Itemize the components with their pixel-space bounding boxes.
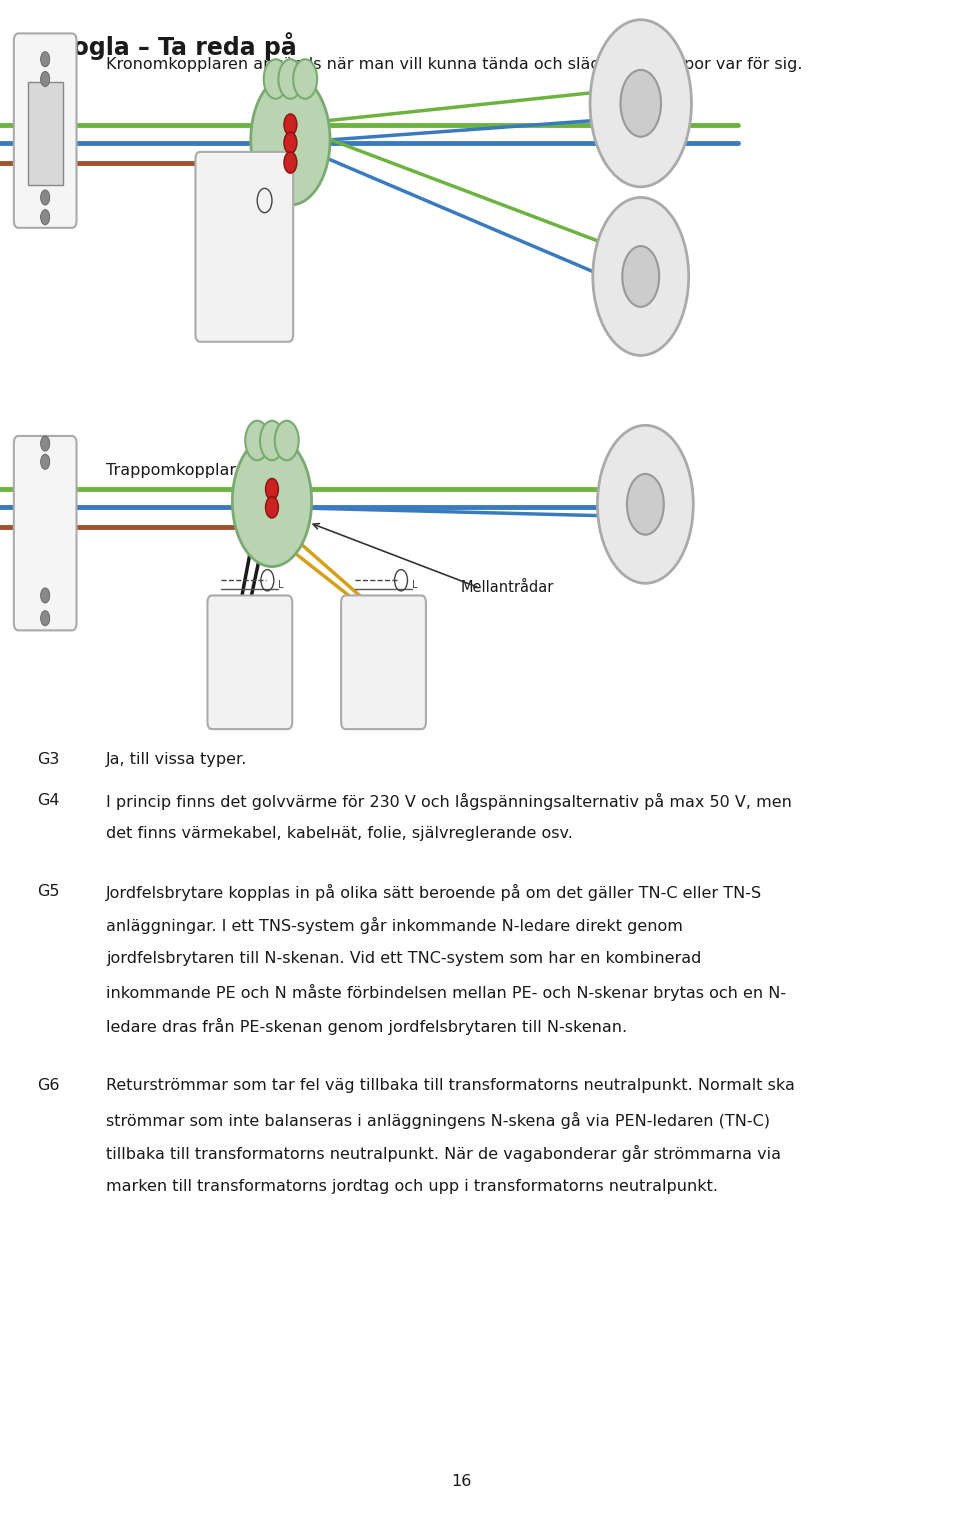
Circle shape [266, 497, 278, 518]
Text: Kronomkopplaren används när man vill kunna tända och släcka två lampor var för s: Kronomkopplaren används när man vill kun… [106, 55, 803, 71]
Circle shape [40, 71, 50, 87]
Text: tillbaka till transformatorns neutralpunkt. När de vagabonderar går strömmarna v: tillbaka till transformatorns neutralpun… [106, 1145, 781, 1162]
Circle shape [284, 114, 297, 135]
Circle shape [590, 20, 691, 187]
Text: G3: G3 [36, 752, 60, 767]
Text: G4: G4 [36, 793, 60, 808]
Circle shape [620, 70, 661, 137]
Circle shape [284, 132, 297, 153]
Text: G5: G5 [36, 884, 60, 899]
Text: ledare dras från PE-skenan genom jordfelsbrytaren till N-skenan.: ledare dras från PE-skenan genom jordfel… [106, 1018, 627, 1034]
FancyBboxPatch shape [13, 436, 77, 630]
Text: marken till transformatorns jordtag och upp i transformatorns neutralpunkt.: marken till transformatorns jordtag och … [106, 1179, 718, 1194]
Circle shape [293, 59, 317, 99]
FancyBboxPatch shape [207, 595, 292, 729]
Circle shape [245, 421, 269, 460]
Text: 16: 16 [451, 1473, 471, 1489]
Text: Jordfelsbrytare kopplas in på olika sätt beroende på om det gäller TN-C eller TN: Jordfelsbrytare kopplas in på olika sätt… [106, 884, 762, 901]
Circle shape [627, 474, 663, 535]
Text: strömmar som inte balanseras i anläggningens N-skena gå via PEN-ledaren (TN-C): strömmar som inte balanseras i anläggnin… [106, 1112, 770, 1129]
Circle shape [260, 421, 284, 460]
Circle shape [40, 190, 50, 205]
FancyBboxPatch shape [28, 82, 62, 185]
Text: L: L [276, 201, 281, 210]
Text: inkommande PE och N måste förbindelsen mellan PE- och N-skenar brytas och en N-: inkommande PE och N måste förbindelsen m… [106, 984, 786, 1001]
Circle shape [275, 421, 299, 460]
Circle shape [264, 59, 288, 99]
Circle shape [40, 454, 50, 469]
Text: Mellantrådar: Mellantrådar [461, 580, 554, 595]
Circle shape [40, 588, 50, 603]
Text: Googla – Ta reda på: Googla – Ta reda på [36, 32, 297, 59]
Text: L: L [278, 580, 284, 589]
Circle shape [40, 52, 50, 67]
Circle shape [40, 210, 50, 225]
Text: Returströmmar som tar fel väg tillbaka till transformatorns neutralpunkt. Normal: Returströmmar som tar fel väg tillbaka t… [106, 1078, 795, 1094]
FancyBboxPatch shape [13, 33, 77, 228]
Circle shape [232, 436, 312, 567]
Circle shape [597, 425, 693, 583]
Circle shape [593, 197, 688, 355]
Text: I princip finns det golvvärme för 230 V och lågspänningsalternativ på max 50 V, : I princip finns det golvvärme för 230 V … [106, 793, 792, 810]
FancyBboxPatch shape [196, 152, 293, 342]
Circle shape [622, 246, 660, 307]
Circle shape [284, 152, 297, 173]
Circle shape [40, 611, 50, 626]
Text: jordfelsbrytaren till N-skenan. Vid ett TNC-system som har en kombinerad: jordfelsbrytaren till N-skenan. Vid ett … [106, 951, 702, 966]
FancyBboxPatch shape [341, 595, 426, 729]
Text: det finns värmekabel, kabelнät, folie, självreglerande osv.: det finns värmekabel, kabelнät, folie, s… [106, 826, 573, 842]
Circle shape [266, 478, 278, 500]
Circle shape [40, 436, 50, 451]
Text: anläggningar. I ett TNS-system går inkommande N-ledare direkt genom: anläggningar. I ett TNS-system går inkom… [106, 917, 683, 934]
Circle shape [251, 74, 330, 205]
Circle shape [278, 59, 302, 99]
Text: Trappomkopplare: Trappomkopplare [106, 463, 246, 478]
Text: G1: G1 [36, 55, 60, 70]
Text: L: L [412, 580, 418, 589]
Text: G2: G2 [36, 463, 60, 478]
Text: Ja, till vissa typer.: Ja, till vissa typer. [106, 752, 248, 767]
Text: G6: G6 [36, 1078, 60, 1094]
